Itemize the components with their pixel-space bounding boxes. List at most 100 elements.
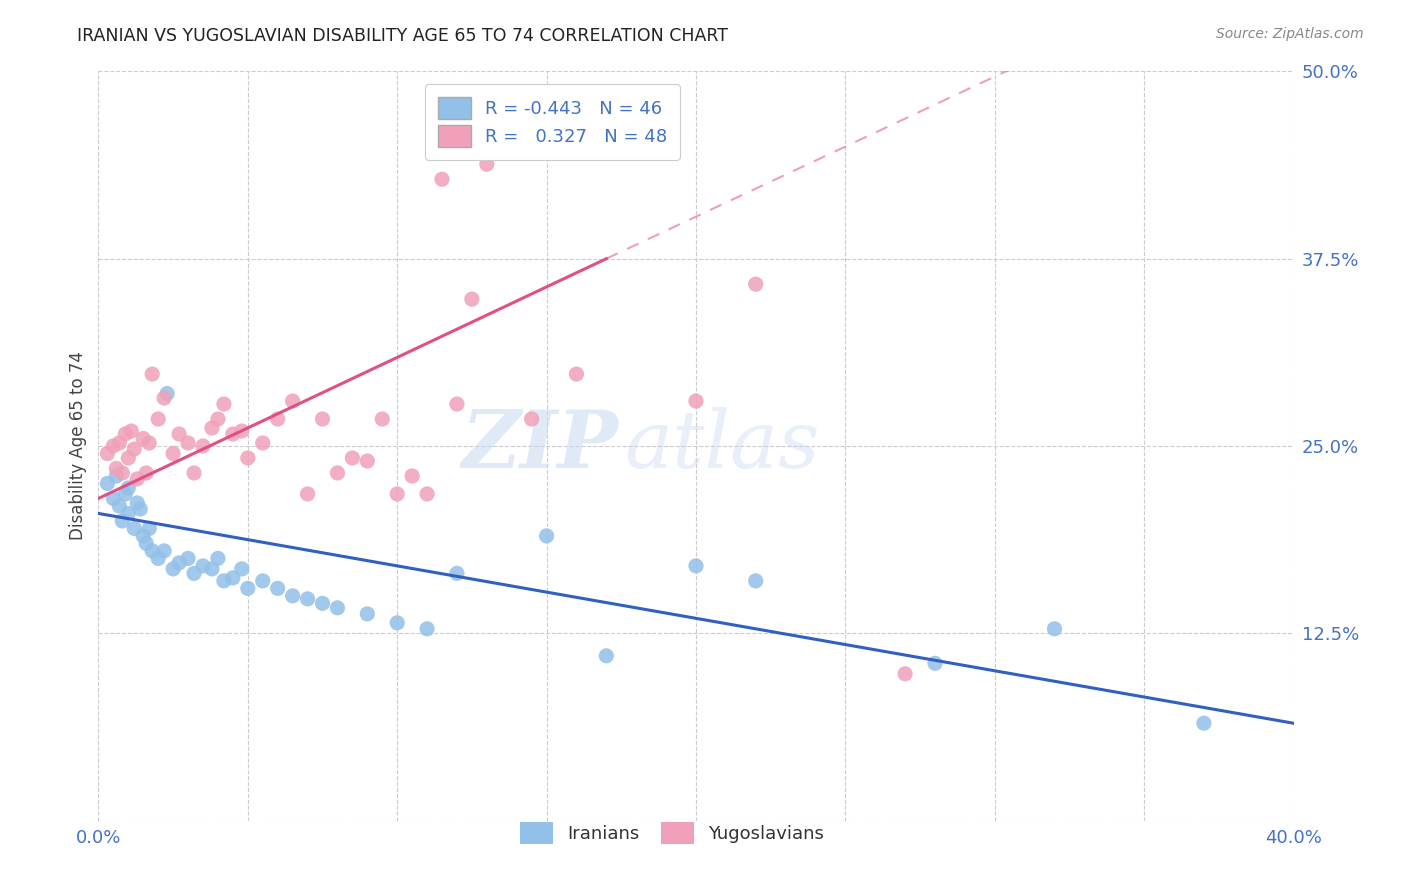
Point bbox=[342, 450, 364, 465]
Point bbox=[103, 439, 125, 453]
Point bbox=[117, 507, 139, 521]
Point bbox=[416, 622, 439, 636]
Point bbox=[162, 562, 184, 576]
Point bbox=[416, 487, 439, 501]
Point bbox=[222, 427, 245, 442]
Point bbox=[1043, 622, 1066, 636]
Point bbox=[924, 657, 946, 671]
Text: atlas: atlas bbox=[624, 408, 820, 484]
Point bbox=[297, 591, 319, 606]
Point bbox=[236, 582, 259, 596]
Point bbox=[141, 544, 163, 558]
Point bbox=[430, 172, 453, 186]
Point bbox=[356, 607, 378, 621]
Point bbox=[222, 571, 245, 585]
Point bbox=[117, 481, 139, 495]
Point bbox=[105, 461, 128, 475]
Point bbox=[111, 514, 134, 528]
Point bbox=[231, 562, 253, 576]
Point bbox=[212, 397, 235, 411]
Point bbox=[231, 424, 253, 438]
Point bbox=[281, 589, 304, 603]
Point bbox=[129, 502, 152, 516]
Point bbox=[96, 476, 118, 491]
Point bbox=[311, 596, 333, 610]
Y-axis label: Disability Age 65 to 74: Disability Age 65 to 74 bbox=[69, 351, 87, 541]
Point bbox=[162, 446, 184, 460]
Legend: Iranians, Yugoslavians: Iranians, Yugoslavians bbox=[512, 813, 832, 853]
Point bbox=[520, 412, 543, 426]
Point bbox=[252, 436, 274, 450]
Point bbox=[595, 648, 617, 663]
Point bbox=[267, 582, 290, 596]
Point bbox=[236, 450, 259, 465]
Point bbox=[385, 487, 409, 501]
Point bbox=[201, 562, 224, 576]
Point bbox=[105, 469, 128, 483]
Point bbox=[201, 421, 224, 435]
Point bbox=[252, 574, 274, 588]
Point bbox=[135, 536, 157, 550]
Point bbox=[108, 499, 131, 513]
Point bbox=[685, 394, 707, 409]
Point bbox=[138, 521, 160, 535]
Point bbox=[281, 394, 304, 409]
Point bbox=[212, 574, 235, 588]
Point bbox=[127, 472, 149, 486]
Point bbox=[156, 386, 179, 401]
Point bbox=[326, 600, 349, 615]
Point bbox=[132, 432, 155, 446]
Point bbox=[401, 469, 423, 483]
Text: IRANIAN VS YUGOSLAVIAN DISABILITY AGE 65 TO 74 CORRELATION CHART: IRANIAN VS YUGOSLAVIAN DISABILITY AGE 65… bbox=[77, 27, 728, 45]
Point bbox=[148, 412, 170, 426]
Point bbox=[141, 367, 163, 381]
Point bbox=[311, 412, 333, 426]
Point bbox=[124, 521, 146, 535]
Point bbox=[894, 666, 917, 681]
Point bbox=[183, 466, 205, 480]
Point bbox=[371, 412, 394, 426]
Point bbox=[685, 558, 707, 573]
Point bbox=[267, 412, 290, 426]
Point bbox=[536, 529, 558, 543]
Point bbox=[108, 436, 131, 450]
Point bbox=[132, 529, 155, 543]
Point bbox=[96, 446, 118, 460]
Point bbox=[114, 427, 136, 442]
Point bbox=[207, 412, 229, 426]
Point bbox=[177, 436, 200, 450]
Point bbox=[183, 566, 205, 581]
Point bbox=[461, 292, 484, 306]
Point bbox=[177, 551, 200, 566]
Point bbox=[1192, 716, 1215, 731]
Point bbox=[297, 487, 319, 501]
Point bbox=[191, 558, 214, 573]
Point bbox=[103, 491, 125, 506]
Point bbox=[127, 496, 149, 510]
Text: ZIP: ZIP bbox=[461, 408, 619, 484]
Point bbox=[446, 397, 468, 411]
Point bbox=[191, 439, 214, 453]
Point bbox=[207, 551, 229, 566]
Point bbox=[138, 436, 160, 450]
Point bbox=[745, 574, 768, 588]
Point bbox=[167, 556, 190, 570]
Point bbox=[117, 450, 139, 465]
Point bbox=[356, 454, 378, 468]
Point bbox=[114, 487, 136, 501]
Point bbox=[120, 424, 142, 438]
Point bbox=[446, 566, 468, 581]
Point bbox=[167, 427, 190, 442]
Point bbox=[124, 442, 146, 456]
Point bbox=[745, 277, 768, 292]
Point bbox=[111, 466, 134, 480]
Point bbox=[565, 367, 588, 381]
Point bbox=[135, 466, 157, 480]
Point bbox=[475, 157, 498, 171]
Point bbox=[148, 551, 170, 566]
Point bbox=[153, 544, 176, 558]
Text: Source: ZipAtlas.com: Source: ZipAtlas.com bbox=[1216, 27, 1364, 41]
Point bbox=[385, 615, 409, 630]
Point bbox=[153, 391, 176, 405]
Point bbox=[326, 466, 349, 480]
